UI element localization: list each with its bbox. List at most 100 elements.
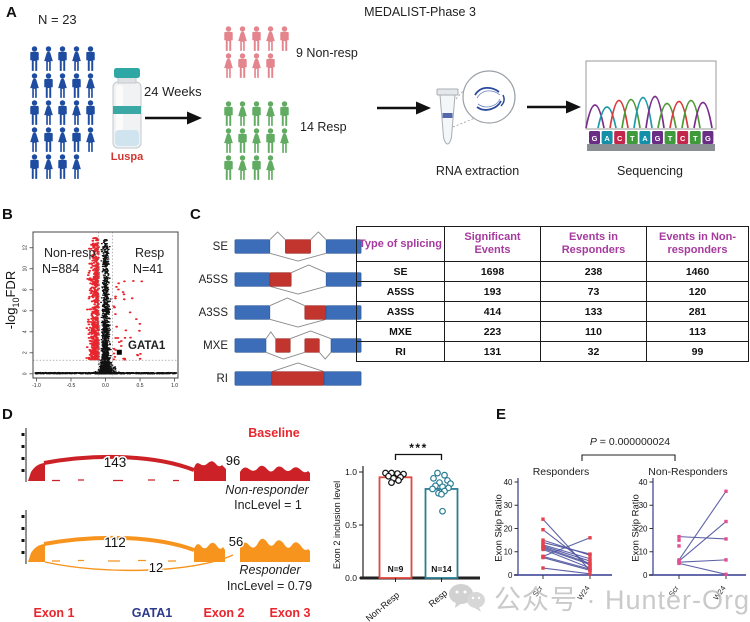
paired-point xyxy=(677,544,681,548)
person-row xyxy=(222,128,291,154)
paired-x-tick-label: W24 xyxy=(711,584,727,602)
table-row: RI 131 32 99 xyxy=(356,341,749,363)
arrow-icon xyxy=(527,100,581,114)
bar-y-axis-label: Exon 2 inclusion level xyxy=(332,481,342,569)
man-icon xyxy=(86,46,95,71)
volcano-right-group-label: Resp xyxy=(135,246,165,260)
base-letter: T xyxy=(630,134,635,143)
woman-icon xyxy=(30,127,39,152)
table-cell: 110 xyxy=(540,321,647,343)
table-row: MXE 223 110 113 xyxy=(356,321,749,343)
splice-type-label: SE xyxy=(212,240,228,253)
splice-type-label: RI xyxy=(216,372,229,385)
paired-line xyxy=(542,555,591,570)
exon3-label: Exon 3 xyxy=(269,606,311,620)
paired-point xyxy=(724,537,728,541)
woman-icon xyxy=(238,26,247,51)
exon1-label: Exon 1 xyxy=(33,606,75,620)
exon2-label: Exon 2 xyxy=(203,606,245,620)
person-row xyxy=(28,46,97,72)
base-letter-box xyxy=(639,131,651,144)
junction-count-right: 56 xyxy=(229,534,243,549)
bar-y-tick-label: 0.5 xyxy=(345,520,357,530)
x-tick-label: -1.0 xyxy=(32,383,41,389)
man-icon xyxy=(252,26,261,51)
splice-diagram-se xyxy=(234,231,362,262)
data-point xyxy=(429,485,436,493)
table-header-cell: Significant Events xyxy=(444,225,541,263)
splice-type-diagrams: SE A5SS A3SS MXE RI xyxy=(186,230,362,395)
man-icon xyxy=(224,101,233,126)
nonresponder-cohort-icons xyxy=(222,26,291,80)
chromatogram-peak xyxy=(681,99,701,129)
chromatogram-peak xyxy=(621,98,641,129)
paired-point xyxy=(541,566,545,570)
man-icon xyxy=(44,127,53,152)
person-row xyxy=(28,100,97,126)
junction-count-main: 112 xyxy=(104,535,126,550)
chromatogram-peak xyxy=(645,95,665,129)
woman-icon xyxy=(86,73,95,98)
person-row xyxy=(222,53,291,79)
woman-icon xyxy=(238,101,247,126)
woman-icon xyxy=(72,154,81,179)
person-row xyxy=(222,155,291,181)
chromatogram-peak xyxy=(609,99,629,129)
paired-point xyxy=(588,557,592,561)
paired-point xyxy=(541,547,545,552)
paired-point xyxy=(541,527,545,532)
woman-icon xyxy=(58,73,67,98)
man-icon xyxy=(266,53,275,78)
y-tick-label: 2 xyxy=(23,351,29,354)
duration-label: 24 Weeks xyxy=(144,84,202,99)
paired-line xyxy=(678,559,727,563)
woman-icon xyxy=(44,46,53,71)
paired-x-tick-label: Scr xyxy=(667,584,681,599)
table-cell: 133 xyxy=(540,301,647,323)
p-value-label: P = 0.000000024 xyxy=(560,436,700,448)
base-letter-box xyxy=(677,131,689,144)
man-icon xyxy=(30,100,39,125)
man-icon xyxy=(280,26,289,51)
man-icon xyxy=(266,128,275,153)
paired-point xyxy=(588,562,592,567)
woman-icon xyxy=(238,155,247,180)
bar-n-label: N=9 xyxy=(388,564,404,574)
splice-type-row: SE xyxy=(186,230,362,263)
data-point xyxy=(439,507,446,515)
paired-point xyxy=(588,536,592,540)
volcano-gene-label: GATA1 xyxy=(128,340,166,352)
paired-point xyxy=(724,558,728,562)
paired-line xyxy=(542,547,591,566)
man-icon xyxy=(252,155,261,180)
paired-line xyxy=(542,541,591,555)
volcano-left-n-label: N=884 xyxy=(42,262,80,276)
base-letter: G xyxy=(705,134,711,143)
paired-y-tick-label: 20 xyxy=(639,524,648,533)
person-row xyxy=(28,73,97,99)
woman-icon xyxy=(86,127,95,152)
woman-icon xyxy=(224,128,233,153)
splice-diagram-a3ss xyxy=(234,297,362,328)
table-cell: SE xyxy=(356,261,445,283)
arrow-icon xyxy=(145,111,202,125)
chromatogram-peak xyxy=(693,101,713,129)
paired-point xyxy=(677,534,681,539)
man-icon xyxy=(252,101,261,126)
table-row: A3SS 414 133 281 xyxy=(356,301,749,323)
woman-icon xyxy=(224,53,233,78)
woman-icon xyxy=(252,53,261,78)
splice-type-label: MXE xyxy=(203,339,228,352)
paired-point xyxy=(677,538,681,542)
base-letter-box xyxy=(589,131,600,144)
table-cell: MXE xyxy=(356,321,445,343)
gata1-marker xyxy=(116,349,122,355)
base-letter: C xyxy=(680,134,686,143)
paired-line xyxy=(542,567,591,575)
woman-icon xyxy=(280,128,289,153)
woman-icon xyxy=(30,73,39,98)
base-letter: C xyxy=(617,134,623,143)
p-value: = 0.000000024 xyxy=(599,436,671,448)
splice-type-label: A5SS xyxy=(198,273,228,286)
